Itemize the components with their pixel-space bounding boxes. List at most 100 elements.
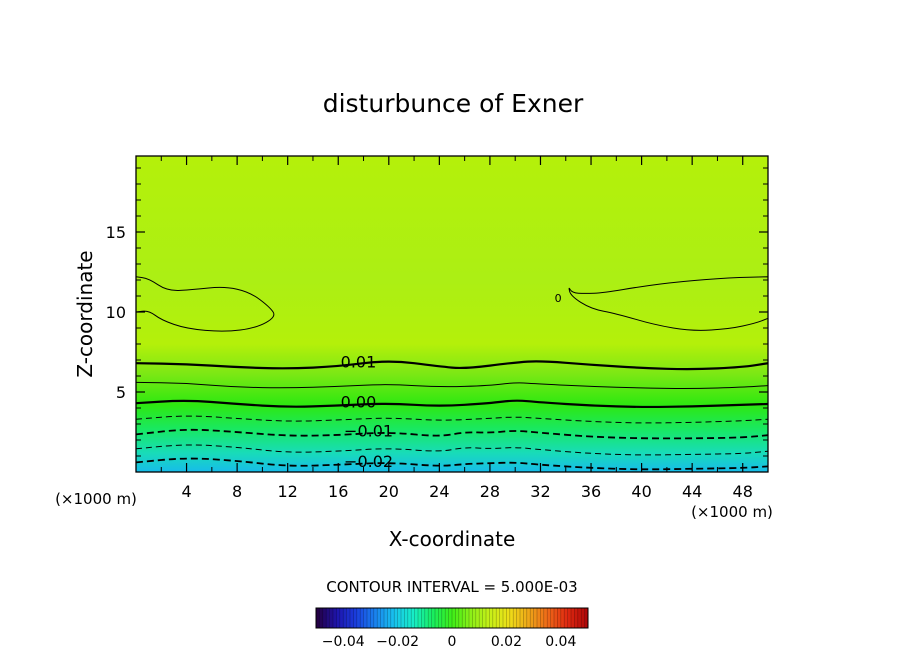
colorbar-cell: [492, 608, 497, 628]
plot-frame: [135, 155, 769, 473]
colorbar-cell: [424, 608, 429, 628]
contour-label: −0.02: [344, 452, 393, 471]
x-tick-label: 12: [278, 482, 298, 501]
chart-title: disturbunce of Exner: [323, 89, 584, 118]
colorbar-cell: [326, 608, 330, 628]
colorbar-cell: [380, 608, 385, 628]
colorbar-cell: [465, 608, 470, 628]
colorbar-cell: [577, 608, 582, 628]
contour-interval-text: CONTOUR INTERVAL = 5.000E-03: [326, 578, 577, 596]
x-tick-label: 20: [379, 482, 399, 501]
colorbar-cell: [319, 608, 324, 628]
x-tick-label: 28: [480, 482, 500, 501]
x-tick-label: 44: [682, 482, 702, 501]
colorbar-cell: [540, 608, 545, 628]
colorbar-cell: [496, 608, 500, 628]
colorbar-cell: [411, 608, 415, 628]
x-tick-label: 36: [581, 482, 601, 501]
colorbar-cell: [367, 608, 371, 628]
colorbar-cell: [407, 608, 412, 628]
colorbar-cell: [547, 608, 551, 628]
colorbar-cell: [441, 608, 446, 628]
colorbar-tick-label: 0.04: [545, 634, 576, 650]
colorbar-cell: [445, 608, 449, 628]
plot-area: 0.01 0.00 −0.01 −0.02 0: [136, 156, 768, 472]
x-tick-label: 8: [232, 482, 242, 501]
contour-small-label: 0: [555, 292, 562, 305]
colorbar-cell: [343, 608, 347, 628]
colorbar-cell: [384, 608, 388, 628]
colorbar-cell: [526, 608, 531, 628]
colorbar-cell: [533, 608, 538, 628]
colorbar-cell: [428, 608, 432, 628]
colorbar-cell: [567, 608, 572, 628]
closed-contour-line: [568, 276, 768, 331]
colorbar-cell: [513, 608, 517, 628]
colorbar-cell: [414, 608, 419, 628]
contour-line: [136, 428, 768, 440]
colorbar-cell: [401, 608, 405, 628]
contour-line: [136, 457, 768, 471]
colorbar-cell: [509, 608, 514, 628]
x-tick-label: 16: [328, 482, 348, 501]
contour-label: −0.01: [344, 421, 393, 440]
y-axis-ticks: 5 10 15: [106, 167, 768, 457]
x-tick-label: 48: [733, 482, 753, 501]
colorbar-tick-label: 0: [448, 634, 457, 650]
colorbar-cell: [550, 608, 555, 628]
colorbar-cell: [503, 608, 507, 628]
colorbar-cell: [584, 608, 589, 628]
contour-line: [136, 360, 768, 371]
y-tick-label: 15: [106, 223, 126, 242]
colorbar-cell: [356, 608, 361, 628]
colorbar-cell: [353, 608, 358, 628]
contour-lines: [136, 276, 768, 471]
colorbar-cell: [571, 608, 575, 628]
colorbar-cell: [339, 608, 344, 628]
colorbar-cell: [346, 608, 351, 628]
colorbar-cell: [390, 608, 395, 628]
colorbar-cell: [387, 608, 392, 628]
colorbar-cell: [516, 608, 521, 628]
colorbar-cell: [329, 608, 334, 628]
colorbar-cell: [435, 608, 439, 628]
colorbar-cell: [469, 608, 473, 628]
y-tick-label: 5: [116, 383, 126, 402]
colorbar-cell: [377, 608, 381, 628]
colorbar-cell: [462, 608, 466, 628]
x-tick-label: 32: [530, 482, 550, 501]
colorbar-cell: [475, 608, 480, 628]
contour-label: 0.01: [341, 353, 377, 372]
colorbar-cell: [554, 608, 558, 628]
colorbar-cell: [363, 608, 368, 628]
y-tick-label: 10: [106, 303, 126, 322]
x-unit-left: (×1000 m): [55, 490, 137, 508]
contour-line: [136, 399, 768, 409]
colorbar-cell: [574, 608, 579, 628]
colorbar-cell: [523, 608, 528, 628]
contour-line: [136, 444, 768, 456]
x-tick-label: 4: [181, 482, 191, 501]
colorbar-cell: [316, 608, 320, 628]
colorbar-cell: [520, 608, 524, 628]
colorbar-tick-label: 0.02: [491, 634, 522, 650]
colorbar-cell: [448, 608, 453, 628]
colorbar-cell: [543, 608, 548, 628]
colorbar-cell: [333, 608, 337, 628]
contour-line: [136, 381, 768, 390]
colorbar-cell: [404, 608, 409, 628]
colorbar-cell: [394, 608, 398, 628]
colorbar-cell: [336, 608, 341, 628]
colorbar-cell: [455, 608, 460, 628]
colorbar-cell: [360, 608, 364, 628]
colorbar-cell: [489, 608, 494, 628]
colorbar-cell: [557, 608, 562, 628]
colorbar-cell: [431, 608, 436, 628]
colorbar-cell: [499, 608, 504, 628]
colorbar-cell: [373, 608, 378, 628]
colorbar-ticks: −0.04 −0.02 0 0.02 0.04: [322, 634, 577, 650]
colorbar-cell: [486, 608, 490, 628]
colorbar-cell: [421, 608, 426, 628]
colorbar-cell: [418, 608, 422, 628]
